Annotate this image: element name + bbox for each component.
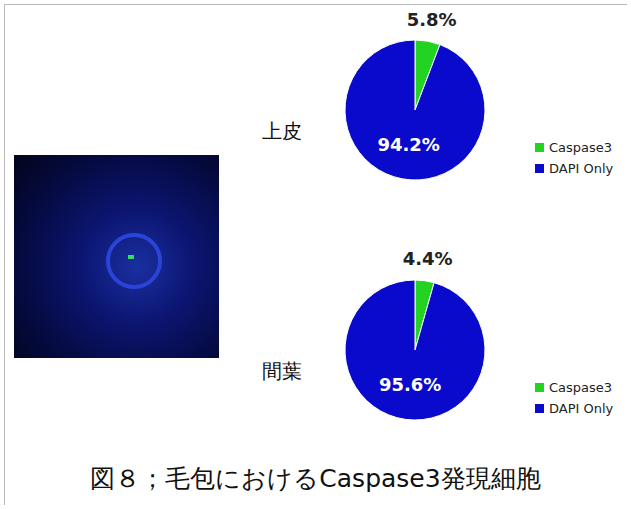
html-text:DAPI Only: DAPI Only — [549, 401, 614, 416]
html-text:Caspase3: Caspase3 — [549, 380, 613, 395]
html-text:間葉: 間葉 — [262, 359, 302, 383]
svg-text:95.6%: 95.6% — [379, 374, 441, 395]
html-text:DAPI Only: DAPI Only — [549, 161, 614, 176]
svg-text:94.2%: 94.2% — [377, 134, 439, 155]
svg-text:5.8%: 5.8% — [407, 9, 457, 30]
html-text:上皮: 上皮 — [262, 119, 302, 143]
svg-text:4.4%: 4.4% — [403, 248, 453, 269]
html-text:Caspase3: Caspase3 — [549, 140, 613, 155]
html-text:図８；毛包におけるCaspase3発現細胞: 図８；毛包におけるCaspase3発現細胞 — [90, 464, 541, 493]
